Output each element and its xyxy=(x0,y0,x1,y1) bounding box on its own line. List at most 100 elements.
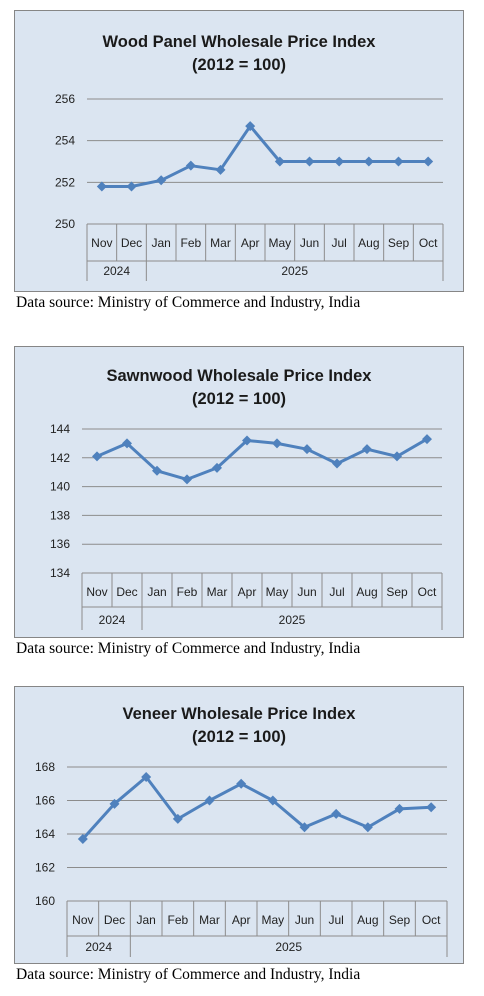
x-tick-label: Jan xyxy=(151,236,170,250)
chart-panel-wood-panel: Wood Panel Wholesale Price Index (2012 = … xyxy=(14,10,464,312)
x-tick-label: Oct xyxy=(419,236,438,250)
chart-area: Veneer Wholesale Price Index (2012 = 100)… xyxy=(14,686,464,964)
chart-subtitle: (2012 = 100) xyxy=(192,390,286,408)
chart-subtitle: (2012 = 100) xyxy=(192,728,286,746)
wood-panel-line-chart: Wood Panel Wholesale Price Index (2012 = … xyxy=(55,33,444,281)
x-tick-label: Sep xyxy=(389,913,411,927)
x-tick-label: Feb xyxy=(180,236,201,250)
data-point xyxy=(236,778,247,789)
x-tick-label: Jun xyxy=(295,913,314,927)
x-tick-label: Apr xyxy=(241,236,260,250)
data-point xyxy=(422,434,432,445)
y-tick-label: 162 xyxy=(35,861,55,875)
x-tick-label: Aug xyxy=(358,236,379,250)
year-group-label: 2024 xyxy=(103,264,130,278)
data-point xyxy=(302,444,312,455)
x-tick-label: Nov xyxy=(86,585,107,599)
data-point xyxy=(392,451,402,462)
data-point xyxy=(122,438,132,449)
y-tick-label: 160 xyxy=(35,894,55,908)
x-tick-label: Feb xyxy=(167,913,188,927)
data-source-note: Data source: Ministry of Commerce and In… xyxy=(16,640,361,657)
x-tick-label: Jan xyxy=(147,585,166,599)
x-tick-label: May xyxy=(261,913,284,927)
x-tick-label: Sep xyxy=(386,585,408,599)
x-tick-label: Jan xyxy=(136,913,155,927)
data-point xyxy=(109,798,120,809)
data-point xyxy=(182,474,192,485)
y-tick-label: 144 xyxy=(50,422,70,436)
x-tick-label: Mar xyxy=(207,585,228,599)
x-tick-label: Nov xyxy=(72,913,93,927)
year-group-label: 2025 xyxy=(279,613,306,627)
data-point xyxy=(215,164,226,175)
x-tick-label: Dec xyxy=(116,585,137,599)
data-point xyxy=(172,813,183,824)
data-point xyxy=(362,444,372,455)
y-tick-label: 164 xyxy=(35,827,55,841)
data-point xyxy=(426,802,437,813)
data-point xyxy=(204,795,215,806)
x-tick-label: Mar xyxy=(199,913,220,927)
data-point xyxy=(212,462,222,473)
series-line xyxy=(81,775,432,841)
x-tick-label: Dec xyxy=(104,913,125,927)
data-point xyxy=(393,156,404,167)
veneer-line-chart: Veneer Wholesale Price Index (2012 = 100)… xyxy=(35,705,448,957)
sawnwood-line-chart: Sawnwood Wholesale Price Index (2012 = 10… xyxy=(50,367,443,630)
x-tick-label: Sep xyxy=(388,236,410,250)
data-point xyxy=(334,156,345,167)
x-tick-label: Apr xyxy=(232,913,251,927)
series-line xyxy=(101,124,429,188)
data-point xyxy=(77,834,88,845)
x-tick-label: Mar xyxy=(210,236,231,250)
y-tick-label: 142 xyxy=(50,451,70,465)
chart-panel-sawnwood: Sawnwood Wholesale Price Index (2012 = 10… xyxy=(14,346,464,658)
data-point xyxy=(242,435,252,446)
year-group-label: 2025 xyxy=(281,264,308,278)
x-tick-label: Oct xyxy=(422,913,441,927)
data-source-note: Data source: Ministry of Commerce and In… xyxy=(16,966,361,983)
data-point xyxy=(362,822,373,833)
data-source-note: Data source: Ministry of Commerce and In… xyxy=(16,294,361,311)
x-tick-label: Oct xyxy=(418,585,437,599)
y-tick-label: 250 xyxy=(55,217,75,231)
x-tick-label: May xyxy=(266,585,289,599)
series-line xyxy=(96,437,428,481)
year-group-label: 2024 xyxy=(99,613,126,627)
y-tick-label: 168 xyxy=(35,760,55,774)
y-tick-label: 136 xyxy=(50,537,70,551)
data-point xyxy=(331,808,342,819)
x-tick-label: Jul xyxy=(328,913,343,927)
data-point xyxy=(156,175,167,186)
data-point xyxy=(272,438,282,449)
data-point xyxy=(267,795,278,806)
year-group-label: 2024 xyxy=(85,940,112,954)
x-tick-label: Aug xyxy=(356,585,377,599)
y-tick-label: 138 xyxy=(50,508,70,522)
chart-title: Veneer Wholesale Price Index xyxy=(123,705,357,723)
data-point xyxy=(274,156,285,167)
y-tick-label: 134 xyxy=(50,566,70,580)
data-point xyxy=(304,156,315,167)
data-point xyxy=(126,181,137,192)
x-tick-label: Feb xyxy=(177,585,198,599)
x-tick-label: Nov xyxy=(91,236,112,250)
x-tick-label: Jun xyxy=(297,585,316,599)
x-tick-label: Jul xyxy=(331,236,346,250)
data-point xyxy=(152,465,162,476)
chart-title: Wood Panel Wholesale Price Index xyxy=(103,33,377,51)
x-tick-label: Aug xyxy=(357,913,378,927)
y-tick-label: 252 xyxy=(55,175,75,189)
data-point xyxy=(363,156,374,167)
x-tick-label: Dec xyxy=(121,236,142,250)
chart-subtitle: (2012 = 100) xyxy=(192,56,286,74)
data-point xyxy=(245,121,256,132)
data-point xyxy=(423,156,434,167)
y-tick-label: 256 xyxy=(55,92,75,106)
y-tick-label: 254 xyxy=(55,134,75,148)
y-tick-label: 166 xyxy=(35,794,55,808)
year-group-label: 2025 xyxy=(275,940,302,954)
x-tick-label: Apr xyxy=(238,585,257,599)
chart-panel-veneer: Veneer Wholesale Price Index (2012 = 100)… xyxy=(14,686,464,984)
